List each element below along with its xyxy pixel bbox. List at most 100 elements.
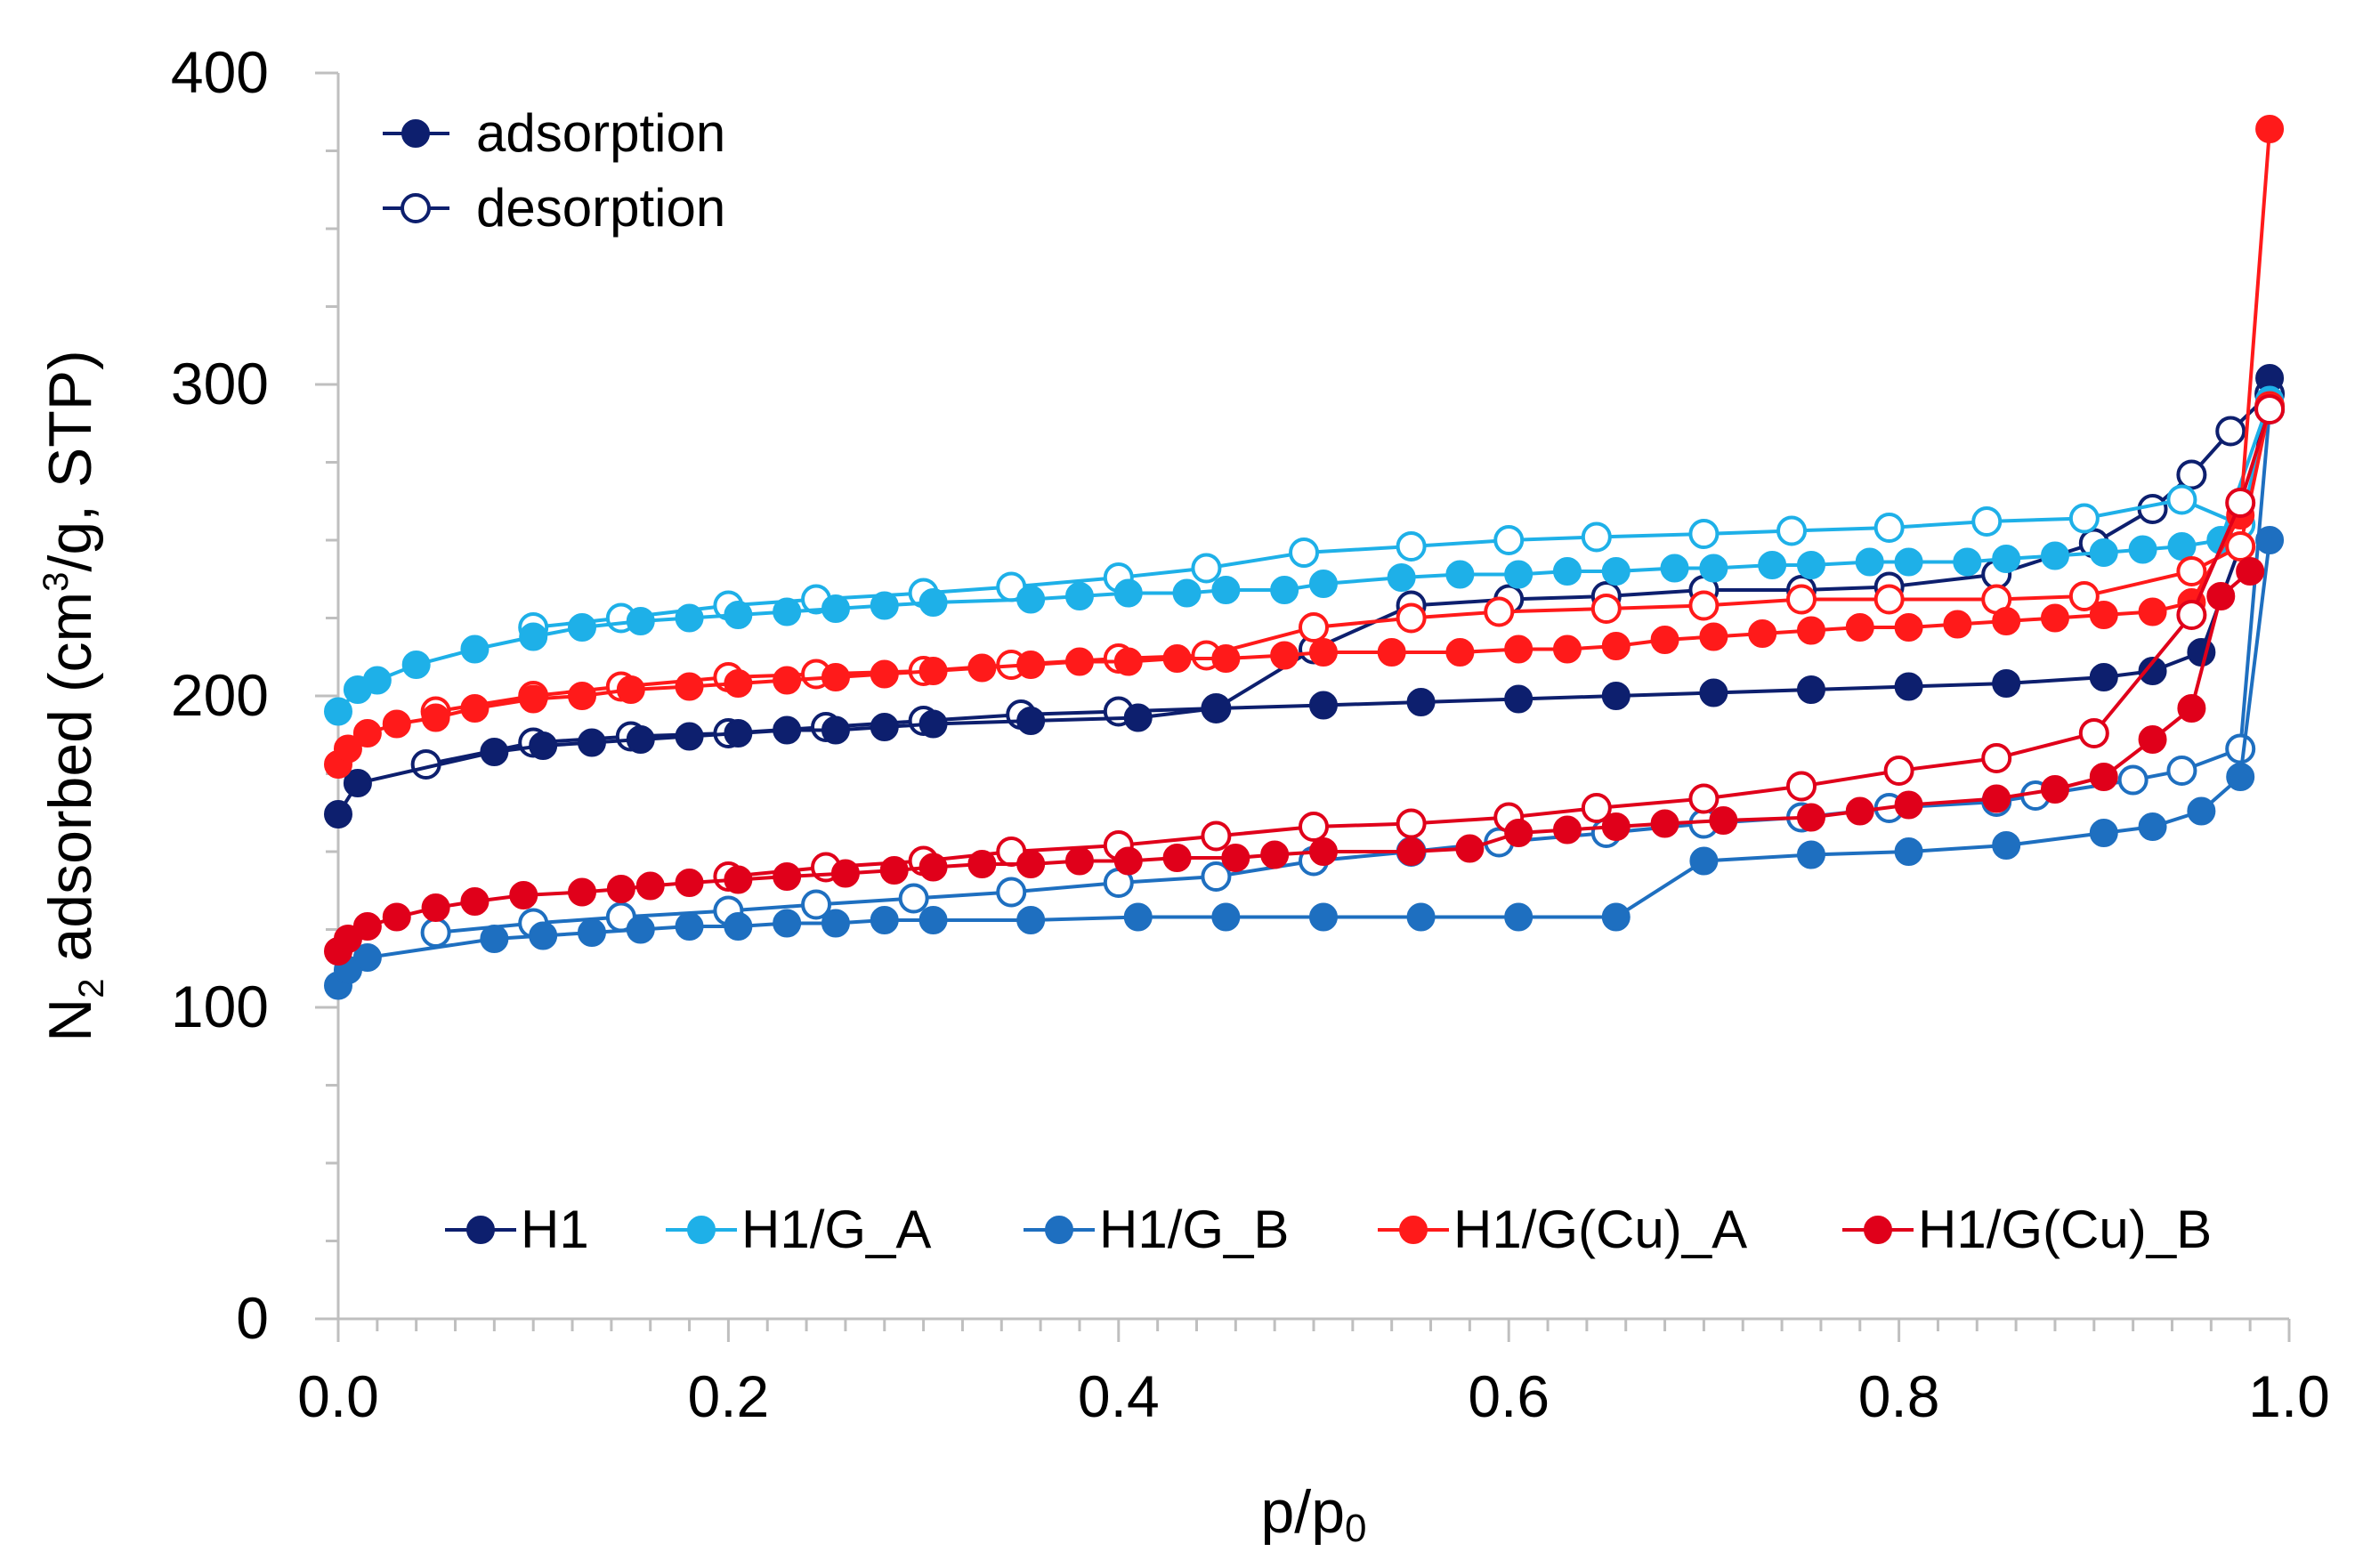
legend-label: H1: [521, 1200, 589, 1259]
data-point: [2040, 603, 2069, 633]
data-point: [480, 738, 509, 766]
data-point: [675, 672, 704, 701]
data-point: [773, 862, 802, 891]
data-point: [2138, 725, 2167, 754]
data-point: [352, 719, 382, 748]
data-point: [2089, 663, 2118, 691]
data-point: [1855, 547, 1884, 577]
data-point: [918, 588, 948, 617]
data-point: [2040, 775, 2069, 804]
data-point: [918, 657, 948, 685]
data-point: [1581, 521, 1612, 553]
series-adsorption: [324, 526, 2285, 1000]
data-point: [1113, 578, 1143, 608]
data-point: [801, 889, 832, 920]
legend-label: H1/G(Cu)_A: [1453, 1200, 1747, 1259]
data-point: [870, 591, 899, 620]
data-point: [509, 881, 538, 909]
data-point: [2089, 763, 2118, 791]
data-point: [996, 877, 1027, 908]
legend-entry-series: H1/G(Cu)_B: [1842, 1200, 2212, 1259]
data-point: [1308, 570, 1338, 598]
data-point: [1943, 610, 1972, 639]
legend-entry-series: H1/G(Cu)_A: [1378, 1200, 1747, 1259]
data-point: [1299, 612, 1329, 643]
data-point: [2187, 796, 2216, 826]
data-point: [1688, 590, 1720, 621]
series-line: [435, 408, 2272, 934]
data-point: [362, 666, 392, 695]
data-point: [675, 722, 704, 751]
data-point: [1699, 678, 1728, 707]
legend-entry-series: H1/G_A: [666, 1200, 931, 1259]
data-point: [1172, 578, 1202, 608]
data-point: [1776, 515, 1808, 546]
ticks: 0 100 200 300 400 0.0 0.2 0.4 0.6 0.8 1.0: [171, 39, 2330, 1429]
data-point: [1211, 902, 1241, 932]
data-point: [1016, 906, 1046, 934]
data-point: [2177, 694, 2206, 723]
data-point: [1016, 651, 1046, 679]
data-point: [568, 682, 596, 710]
data-point: [724, 719, 753, 748]
data-point: [1396, 837, 1426, 866]
legend-marker: [1399, 1216, 1428, 1244]
data-point: [1123, 902, 1153, 932]
data-point: [967, 653, 997, 683]
data-point: [324, 697, 352, 726]
legend-label: desorption: [476, 178, 725, 238]
data-point: [2226, 763, 2255, 791]
x-axis-title-sub: 0: [1345, 1507, 1366, 1550]
data-point: [830, 859, 860, 888]
data-point: [460, 634, 490, 664]
data-point: [1396, 602, 1427, 634]
data-point: [1201, 820, 1232, 852]
data-point: [324, 800, 352, 828]
data-point: [1894, 837, 1923, 866]
data-point: [2117, 764, 2149, 796]
data-point: [821, 663, 850, 691]
y-tick-label: 200: [171, 662, 269, 728]
x-tick-label: 1.0: [2248, 1363, 2330, 1429]
data-point: [2176, 600, 2207, 630]
data-point: [1016, 585, 1046, 614]
data-point: [1590, 594, 1622, 624]
data-point: [1796, 840, 1825, 869]
legend-label: adsorption: [476, 103, 725, 163]
data-point: [1709, 806, 1738, 835]
data-point: [626, 725, 655, 754]
legend-label: H1/G(Cu)_B: [1918, 1200, 2212, 1259]
data-point: [2138, 657, 2167, 685]
y-axis-title-end: /g, STP): [36, 350, 104, 571]
legend-branch: adsorption desorption: [383, 103, 725, 238]
data-point: [821, 594, 850, 623]
data-point: [2040, 541, 2069, 570]
series-adsorption: [324, 115, 2285, 779]
series-desorption: [713, 394, 2286, 892]
data-point: [1289, 537, 1320, 568]
data-point: [401, 651, 431, 679]
data-point: [1601, 902, 1631, 932]
data-point: [2236, 557, 2265, 586]
data-point: [529, 731, 558, 760]
data-point: [2138, 812, 2167, 841]
data-point: [352, 912, 382, 941]
data-point: [1270, 576, 1299, 604]
data-point: [1688, 519, 1720, 549]
data-point: [724, 669, 753, 698]
legend-entry-adsorption: adsorption: [383, 103, 725, 163]
x-tick-label: 0.0: [297, 1363, 379, 1429]
data-point: [821, 909, 850, 938]
data-point: [1894, 790, 1923, 820]
y-tick-label: 100: [171, 974, 269, 1039]
data-point: [724, 601, 753, 629]
data-point: [2176, 556, 2207, 586]
series-adsorption: [324, 364, 2285, 828]
data-point: [480, 925, 509, 953]
data-point: [724, 912, 753, 941]
data-point: [1982, 784, 2011, 813]
series-line: [336, 399, 2271, 713]
data-point: [1211, 644, 1241, 673]
data-point: [1016, 707, 1046, 735]
